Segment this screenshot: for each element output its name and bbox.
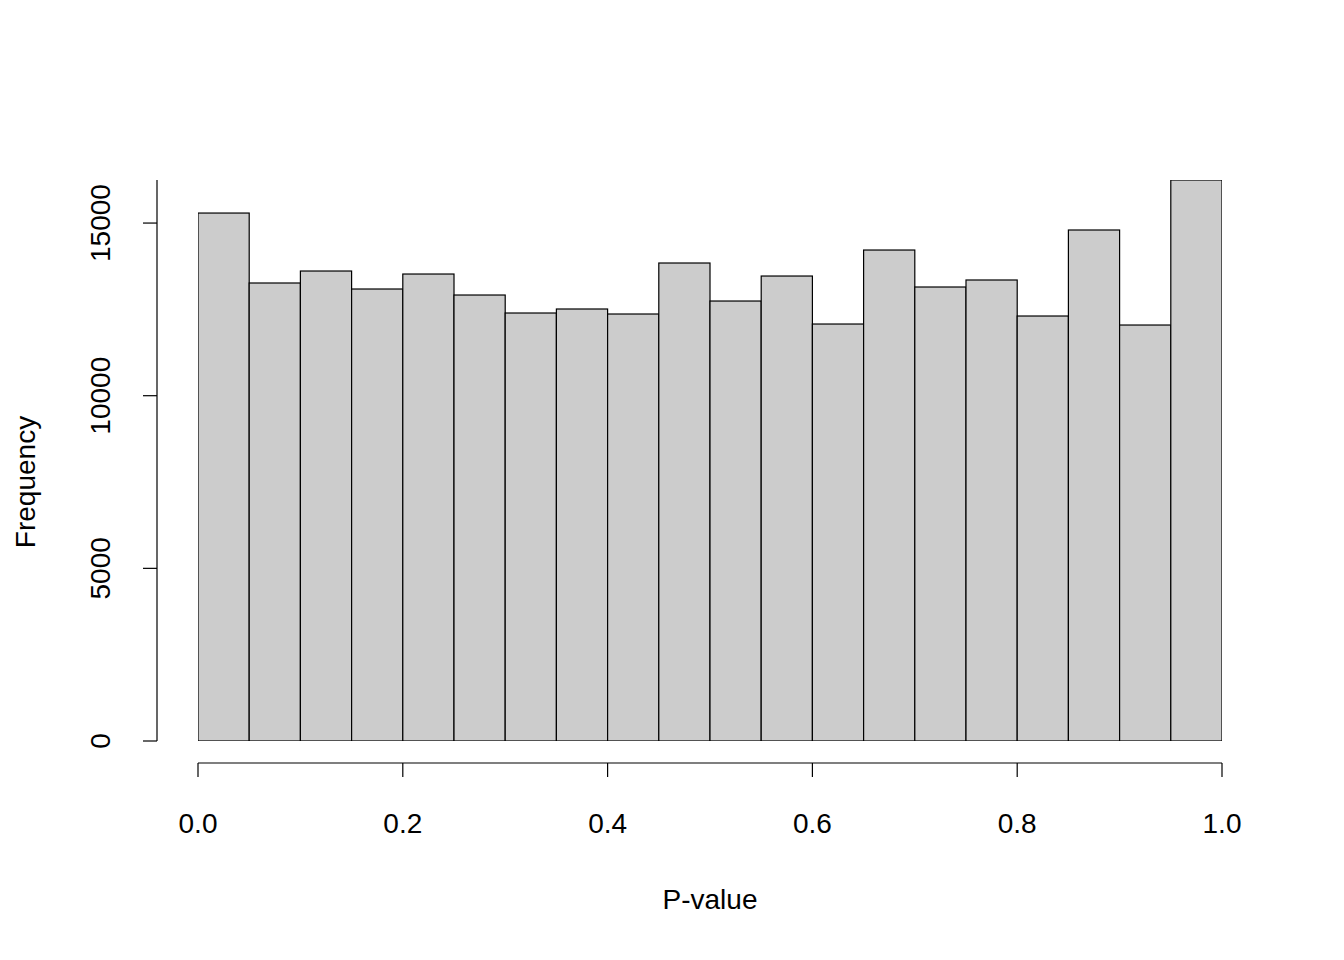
y-tick-label: 0	[85, 733, 116, 749]
y-axis-line	[156, 180, 157, 741]
x-tick-label: 1.0	[1203, 808, 1242, 839]
x-tick-label: 0.2	[383, 808, 422, 839]
x-tick-label: 0.6	[793, 808, 832, 839]
histogram-bar	[505, 313, 556, 741]
x-tick	[607, 763, 608, 777]
y-tick-label: 15000	[85, 184, 116, 262]
histogram-bar	[608, 314, 659, 741]
y-tick	[143, 740, 157, 741]
x-tick	[1221, 763, 1222, 777]
histogram-bar	[710, 301, 761, 741]
histogram-bar	[352, 289, 403, 741]
histogram-bar	[864, 250, 915, 741]
chart-container: 0 5000 10000 15000 0.0 0.2 0.4 0.6 0.8 1.0 P-value…	[0, 0, 1344, 960]
histogram-bar	[812, 324, 863, 741]
histogram-bar	[761, 276, 812, 741]
histogram-bar	[300, 271, 351, 741]
histogram-bar	[403, 274, 454, 741]
chart-svg: 0 5000 10000 15000 0.0 0.2 0.4 0.6 0.8 1.0 P-value…	[0, 0, 1344, 960]
y-tick	[143, 222, 157, 223]
histogram-bar	[1120, 325, 1171, 741]
histogram-bar	[1068, 230, 1119, 741]
x-tick	[1017, 763, 1018, 777]
y-axis-title: Frequency	[10, 416, 41, 548]
histogram-bar	[915, 287, 966, 741]
x-tick-label: 0.4	[588, 808, 627, 839]
histogram-bar	[454, 295, 505, 741]
histogram-bar	[966, 280, 1017, 741]
y-tick-label: 5000	[85, 537, 116, 599]
x-tick-label: 0.0	[179, 808, 218, 839]
x-tick	[402, 763, 403, 777]
background	[0, 0, 1344, 960]
histogram-bar	[1017, 316, 1068, 741]
x-axis: 0.0 0.2 0.4 0.6 0.8 1.0	[179, 763, 1242, 839]
histogram-bar	[249, 283, 300, 741]
histogram-bar	[659, 263, 710, 741]
histogram-bar	[556, 309, 607, 741]
y-tick	[143, 395, 157, 396]
histogram-bar	[198, 213, 249, 741]
y-tick	[143, 568, 157, 569]
y-axis: 0 5000 10000 15000	[85, 180, 157, 749]
x-tick-label: 0.8	[998, 808, 1037, 839]
bars	[198, 180, 1222, 741]
histogram-bar	[1171, 180, 1222, 741]
x-axis-title: P-value	[663, 884, 758, 915]
y-tick-label: 10000	[85, 357, 116, 435]
x-tick	[197, 763, 198, 777]
x-tick	[812, 763, 813, 777]
x-axis-line	[198, 762, 1222, 763]
